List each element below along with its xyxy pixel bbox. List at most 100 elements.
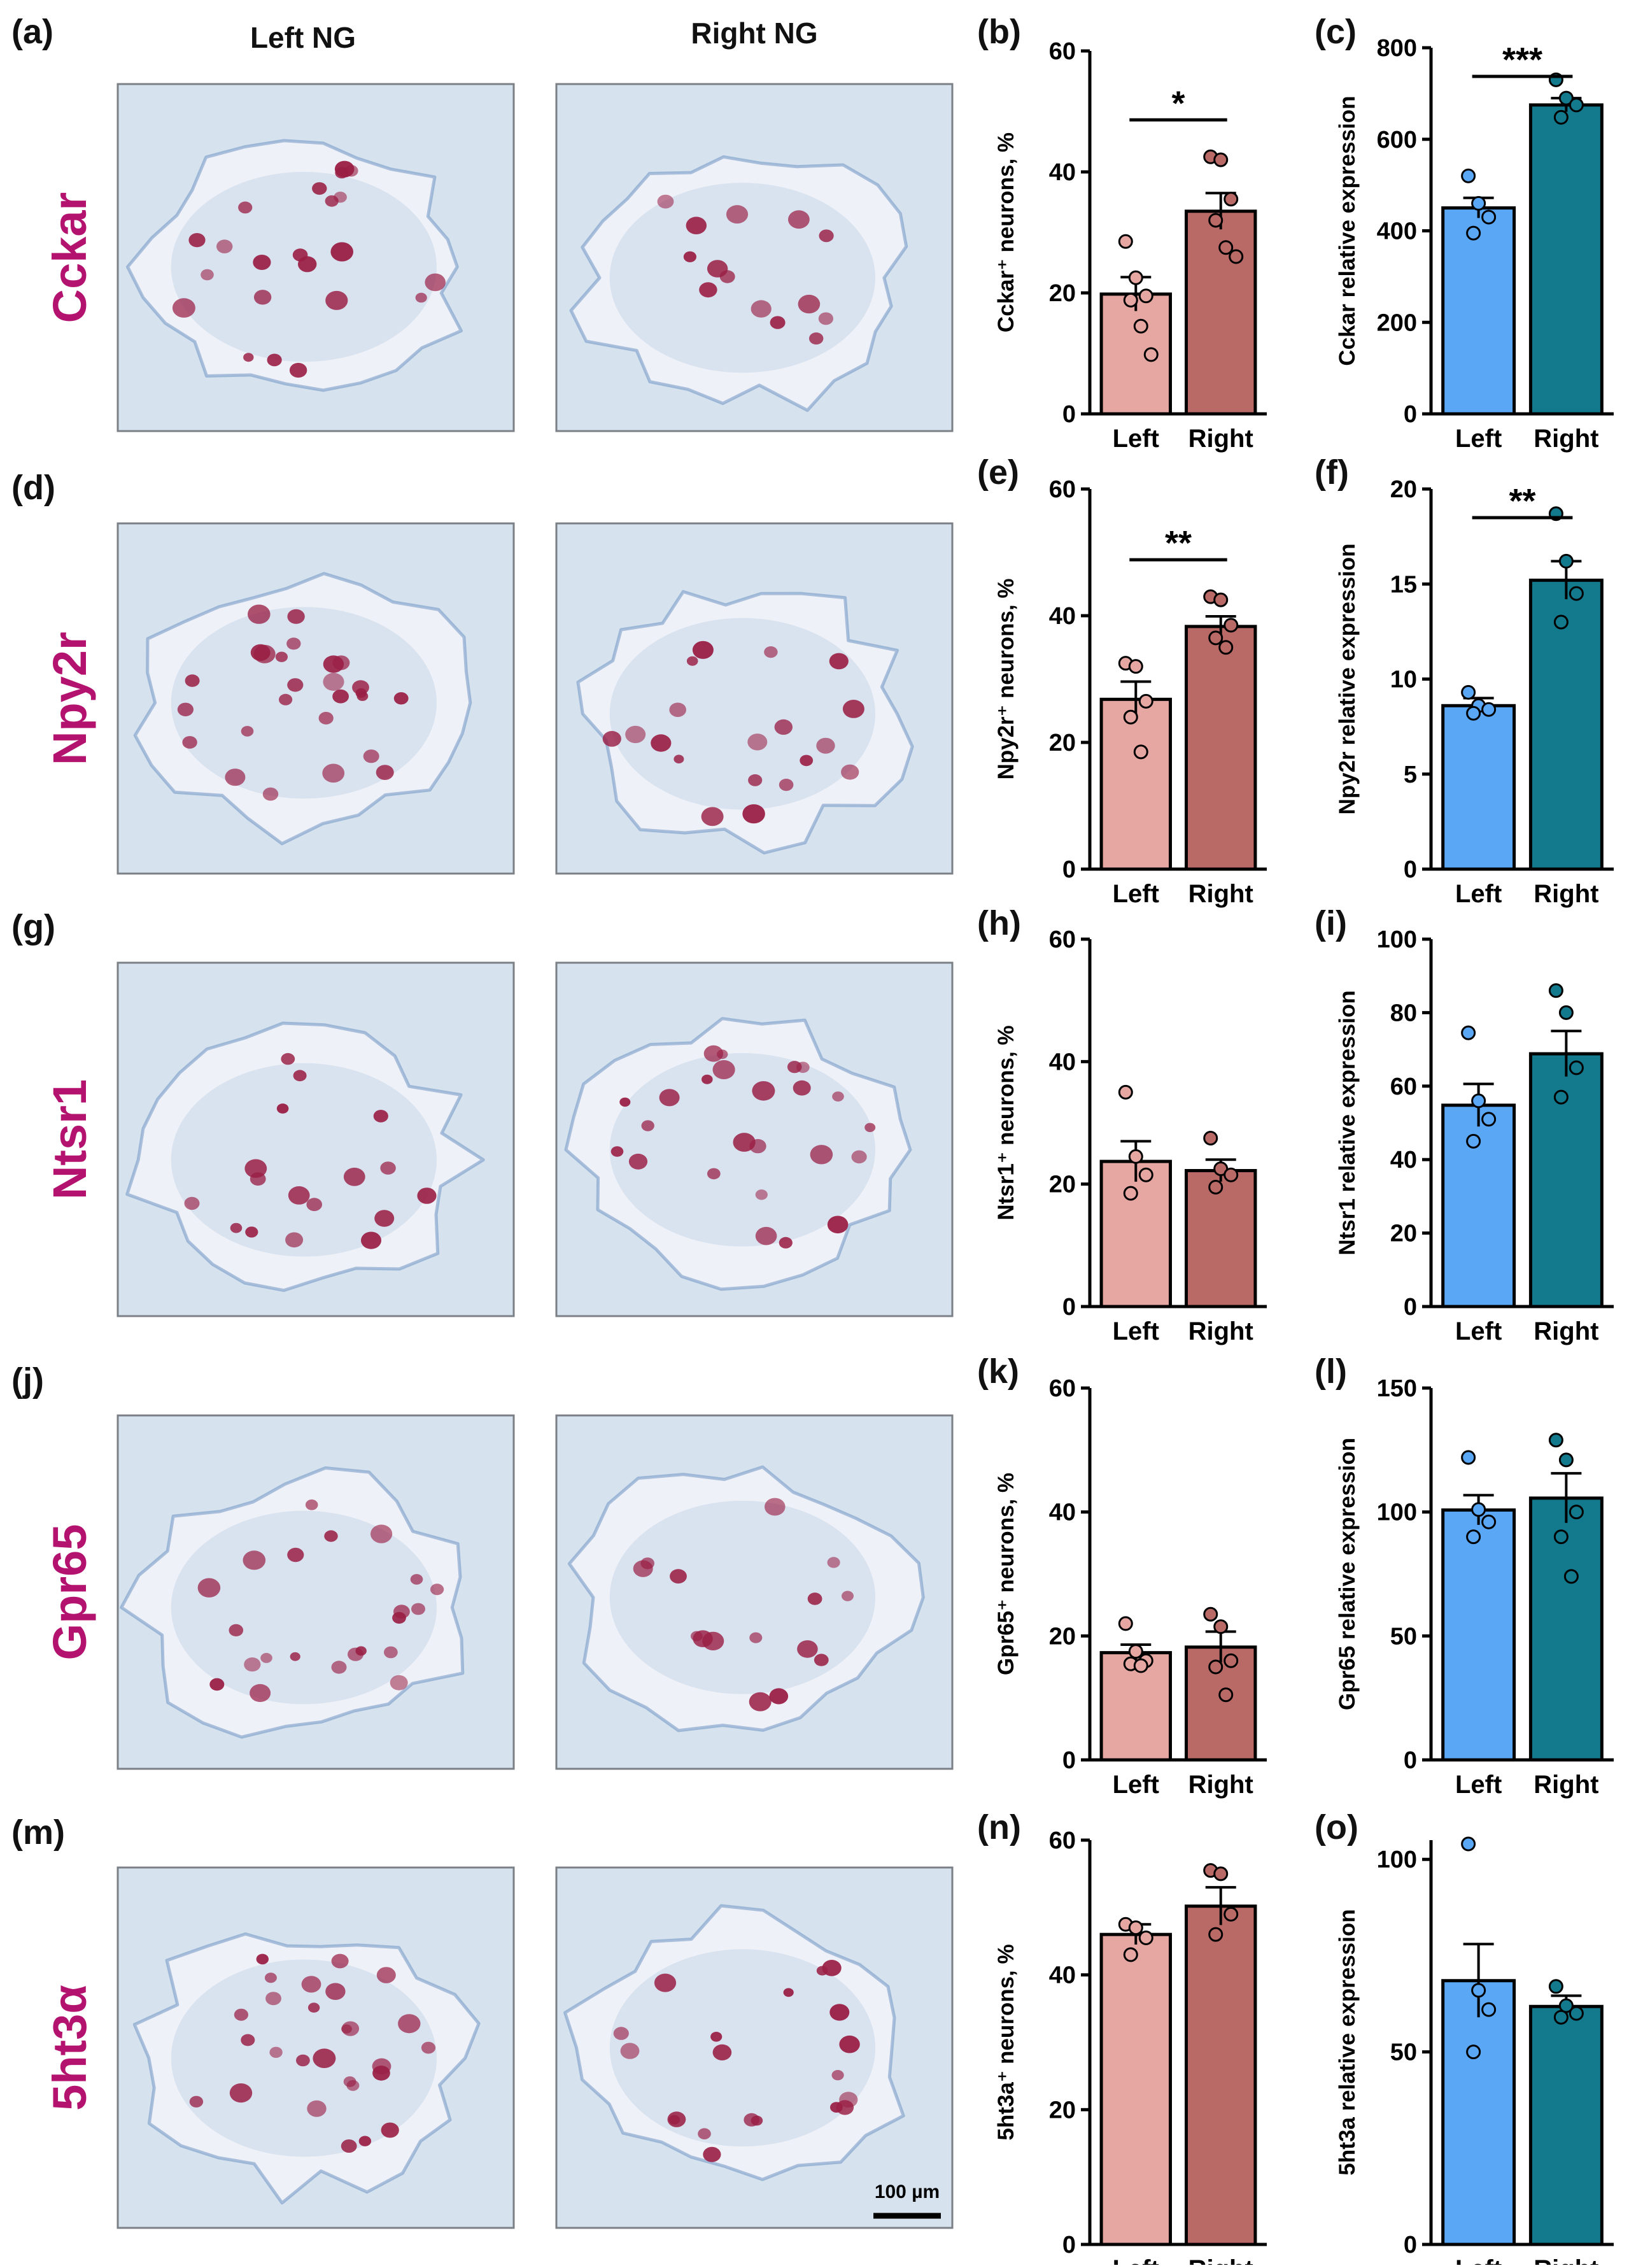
data-point	[1213, 152, 1229, 167]
y-tick-label: 20	[1049, 2097, 1076, 2123]
stained-neuron	[331, 1953, 349, 1969]
y-tick-label: 60	[1049, 1827, 1076, 1854]
stained-neuron	[248, 604, 271, 624]
stained-neuron	[335, 167, 349, 179]
stained-neuron	[726, 205, 749, 224]
y-tick-label: 10	[1390, 667, 1417, 693]
stained-neuron	[288, 1186, 310, 1205]
y-tick-label: 40	[1049, 1049, 1076, 1075]
stained-neuron	[864, 1123, 876, 1133]
y-axis-label: 5ht3a relative expression	[1335, 1909, 1360, 2175]
counterstain-area	[171, 1063, 437, 1257]
stained-neuron	[693, 1630, 713, 1647]
data-point	[1143, 347, 1159, 362]
stained-neuron	[265, 1992, 281, 2006]
stained-neuron	[770, 316, 786, 329]
stained-neuron	[286, 637, 301, 650]
stained-neuron	[374, 1210, 395, 1227]
data-point	[1569, 2006, 1584, 2021]
counterstain-area	[609, 183, 875, 373]
stained-neuron	[819, 229, 834, 243]
chart-e: (e) 0 20 40 60 Npy2r⁺ neurons, % Left Right **	[977, 453, 1267, 908]
y-axis-label: Cckar relative expression	[1335, 96, 1360, 365]
stained-neuron	[779, 1237, 793, 1249]
y-tick-label: 60	[1049, 38, 1076, 65]
data-point	[1553, 614, 1569, 630]
data-point	[1218, 240, 1234, 255]
panel-label: (a)	[11, 13, 53, 51]
data-point	[1128, 1920, 1143, 1936]
stained-neuron	[361, 1231, 381, 1249]
stained-neuron	[201, 269, 214, 281]
column-header-right: Right NG	[691, 17, 817, 50]
y-tick-label: 0	[1404, 1294, 1417, 1321]
stained-neuron	[197, 1578, 221, 1598]
data-point	[1569, 1060, 1584, 1075]
y-axis-label: 5ht3a⁺ neurons, %	[994, 1944, 1019, 2140]
stained-neuron	[800, 755, 814, 767]
data-point	[1558, 1452, 1574, 1468]
y-tick-label: 20	[1049, 1172, 1076, 1198]
stained-neuron	[256, 1953, 269, 1965]
stained-neuron	[654, 1973, 677, 1992]
data-point	[1118, 1616, 1133, 1631]
y-tick-label: 800	[1377, 35, 1417, 62]
stained-neuron	[415, 292, 427, 303]
stained-neuron	[306, 1198, 323, 1212]
counterstain-area	[609, 618, 876, 810]
y-tick-label: 40	[1049, 1499, 1076, 1526]
stained-neuron	[301, 1976, 321, 1993]
y-tick-label: 50	[1390, 2039, 1417, 2066]
gene-label: Cckar	[43, 192, 96, 323]
stained-neuron	[332, 689, 349, 704]
stained-neuron	[384, 1646, 398, 1659]
y-tick-label: 40	[1049, 603, 1076, 630]
stained-neuron	[267, 353, 282, 367]
stained-neuron	[250, 1683, 271, 1703]
stained-neuron	[667, 2111, 686, 2127]
x-tick-label: Left	[1113, 1771, 1159, 1799]
y-axis-label: Npy2r⁺ neurons, %	[994, 578, 1019, 779]
stained-neuron	[827, 1557, 840, 1568]
data-point	[1553, 1089, 1569, 1105]
data-point	[1208, 1659, 1224, 1675]
tissue-section	[564, 1017, 912, 1291]
panel-label: (g)	[11, 908, 55, 946]
data-point	[1558, 553, 1574, 569]
y-tick-label: 100	[1377, 1499, 1417, 1526]
x-tick-label: Left	[1455, 2255, 1502, 2265]
stained-neuron	[841, 764, 859, 780]
tissue-image-npy2r-right	[555, 522, 954, 875]
stained-neuron	[752, 1081, 775, 1101]
data-point	[1466, 225, 1481, 241]
chart-c: (c) 0 200 400 600 800 Cckar relative expressio…	[1315, 13, 1614, 453]
stained-neuron	[842, 700, 864, 718]
stained-neuron	[380, 1161, 396, 1175]
stained-neuron	[755, 1226, 777, 1245]
stained-neuron	[264, 1973, 277, 1983]
data-point	[1208, 213, 1224, 228]
stained-neuron	[376, 765, 394, 780]
chart-h: (h) 0 20 40 60 Ntsr1⁺ neurons, % Left Right	[977, 904, 1267, 1345]
stained-neuron	[827, 1216, 849, 1234]
stained-neuron	[788, 210, 810, 229]
y-tick-label: 0	[1062, 401, 1076, 428]
data-point	[1569, 1505, 1584, 1520]
y-tick-label: 60	[1390, 1074, 1417, 1100]
y-tick-label: 20	[1049, 280, 1076, 307]
data-point	[1203, 1606, 1218, 1622]
tissue-section	[567, 1465, 925, 1733]
stained-neuron	[356, 691, 369, 701]
counterstain-area	[609, 1500, 876, 1694]
chart-o: (o) 0 50 100 5ht3a relative expression Left Ri…	[1315, 1808, 1614, 2268]
bar-right	[1528, 2004, 1604, 2246]
stained-neuron	[749, 1632, 763, 1643]
stained-neuron	[787, 1061, 802, 1074]
panel-label: (h)	[977, 904, 1021, 942]
stained-neuron	[390, 1675, 408, 1690]
stained-neuron	[244, 1159, 267, 1178]
stained-neuron	[185, 674, 200, 687]
stained-neuron	[751, 300, 772, 318]
panel-label: (c)	[1315, 13, 1357, 51]
